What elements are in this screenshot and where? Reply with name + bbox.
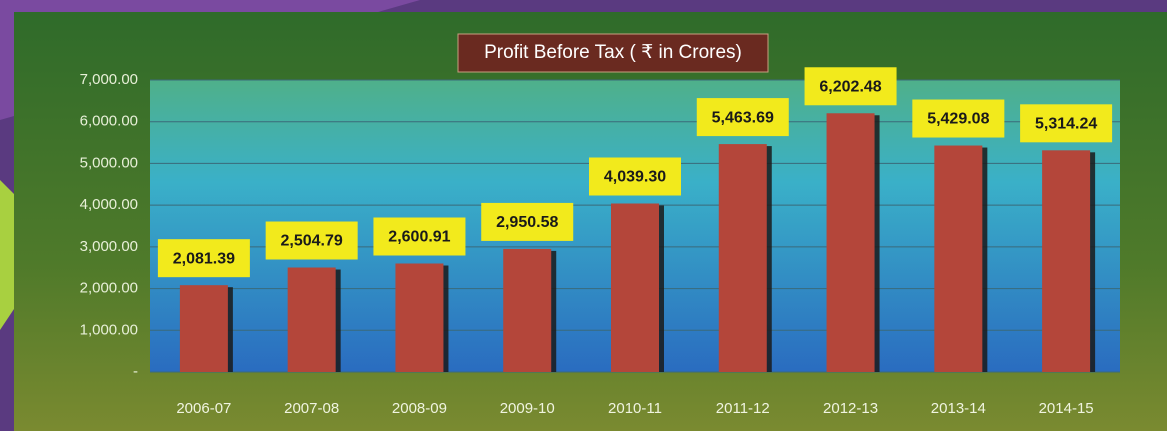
- value-label: 5,463.69: [712, 109, 774, 126]
- chart: Profit Before Tax ( ₹ in Crores) - 1,000.…: [0, 0, 1167, 431]
- x-tick-label: 2011-12: [716, 400, 770, 417]
- y-tick-label: 5,000.00: [80, 154, 138, 171]
- bar: [827, 113, 875, 372]
- bar: [503, 249, 551, 372]
- value-label: 5,314.24: [1035, 116, 1097, 133]
- bar: [395, 264, 443, 372]
- bar: [611, 204, 659, 372]
- x-tick-label: 2006-07: [176, 400, 231, 417]
- value-label: 4,039.30: [604, 169, 666, 186]
- page: Profit Before Tax ( ₹ in Crores) - 1,000.…: [0, 0, 1167, 431]
- value-label: 2,950.58: [496, 214, 558, 231]
- chart-title: Profit Before Tax ( ₹ in Crores): [484, 42, 742, 63]
- y-tick-label: 3,000.00: [80, 238, 138, 255]
- x-tick-label: 2009-10: [500, 400, 555, 417]
- value-label: 6,202.48: [819, 78, 881, 95]
- x-tick-label: 2008-09: [392, 400, 447, 417]
- x-tick-label: 2012-13: [823, 400, 878, 417]
- x-tick-label: 2014-15: [1039, 400, 1094, 417]
- bar: [180, 285, 228, 372]
- y-tick-label: 7,000.00: [80, 71, 138, 88]
- y-tick-label: 4,000.00: [80, 196, 138, 213]
- y-tick-label: -: [133, 363, 138, 380]
- bar: [934, 146, 982, 372]
- value-label: 5,429.08: [927, 111, 989, 128]
- value-label: 2,600.91: [388, 229, 450, 246]
- y-tick-label: 6,000.00: [80, 113, 138, 130]
- y-tick-label: 1,000.00: [80, 321, 138, 338]
- bar: [288, 268, 336, 372]
- x-tick-label: 2007-08: [284, 400, 339, 417]
- y-tick-label: 2,000.00: [80, 280, 138, 297]
- value-label: 2,504.79: [281, 233, 343, 250]
- value-label: 2,081.39: [173, 250, 235, 267]
- x-tick-label: 2013-14: [931, 400, 986, 417]
- bar: [1042, 150, 1090, 372]
- bar: [719, 144, 767, 372]
- x-tick-label: 2010-11: [608, 400, 662, 417]
